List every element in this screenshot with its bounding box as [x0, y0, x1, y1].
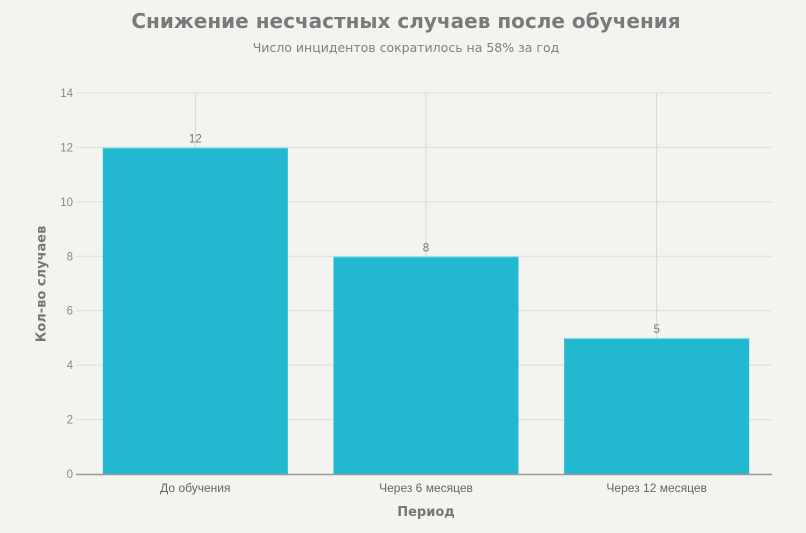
bar: [333, 256, 519, 474]
chart-title: Снижение несчастных случаев после обучен…: [131, 9, 681, 33]
x-axis-label: Период: [397, 505, 455, 520]
bar: [564, 337, 750, 474]
bar-value-label: 8: [423, 242, 429, 254]
chart-subtitle: Число инцидентов сократилось на 58% за г…: [252, 40, 560, 55]
y-tick-label: 8: [67, 251, 73, 263]
x-tick-label: До обучения: [160, 481, 230, 495]
bar-value-label: 5: [653, 324, 659, 336]
y-tick-label: 4: [67, 360, 74, 372]
y-tick-label: 14: [60, 88, 73, 100]
y-tick-label: 10: [60, 197, 73, 209]
x-tick-label: Через 12 месяцев: [606, 481, 706, 495]
x-tick-label: Через 6 месяцев: [379, 481, 473, 495]
y-tick-label: 0: [67, 469, 73, 481]
y-tick-label: 6: [67, 306, 73, 318]
bar-value-label: 12: [189, 133, 202, 145]
y-tick-label: 2: [67, 415, 73, 427]
bar: [102, 147, 288, 474]
y-tick-label: 12: [60, 142, 73, 154]
